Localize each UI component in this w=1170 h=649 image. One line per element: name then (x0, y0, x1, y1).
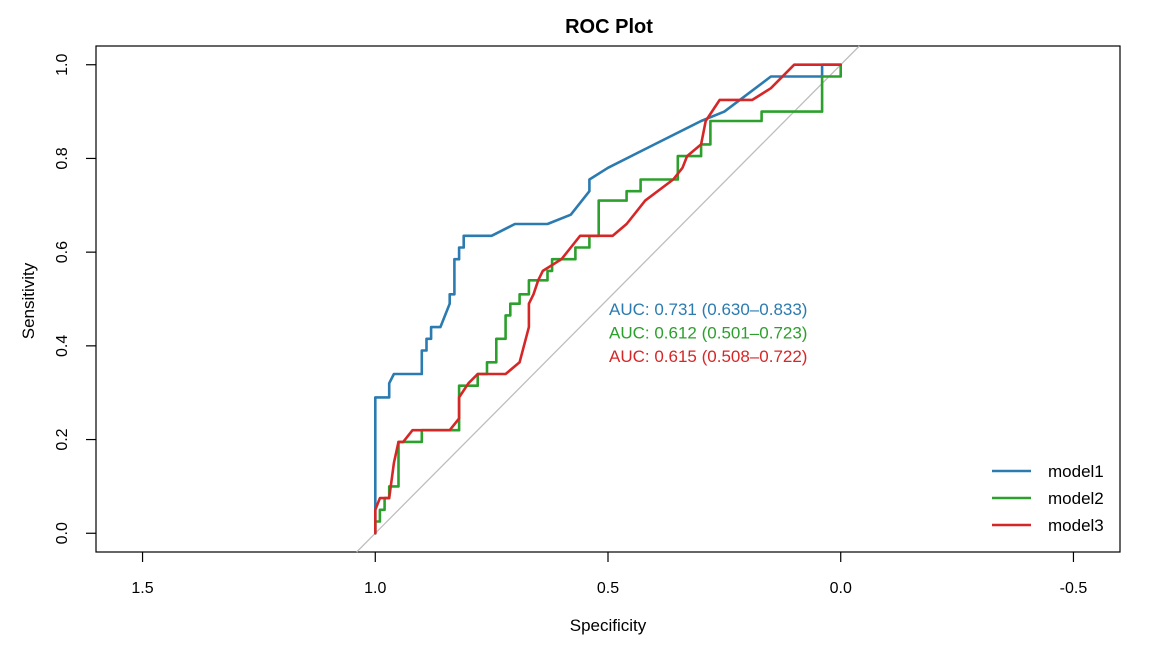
x-tick-label: 1.5 (131, 580, 153, 597)
y-tick-label: 1.0 (54, 54, 71, 76)
y-axis-label: Sensitivity (19, 262, 38, 339)
reference-diagonal-line (356, 45, 860, 553)
auc-label-model3: AUC: 0.615 (0.508–0.722) (609, 347, 807, 366)
x-tick-label: 1.0 (364, 580, 386, 597)
auc-label-model2: AUC: 0.612 (0.501–0.723) (609, 324, 807, 343)
roc-curve-model3 (373, 63, 843, 535)
y-tick-label: 0.0 (54, 522, 71, 544)
legend-label-model2: model2 (1048, 489, 1104, 508)
x-tick-label: 0.0 (830, 580, 852, 597)
auc-annotations: AUC: 0.731 (0.630–0.833) AUC: 0.612 (0.50… (609, 300, 807, 366)
legend: model1 model2 model3 (992, 462, 1104, 535)
x-axis: 1.5 1.0 0.5 0.0 -0.5 (131, 552, 1087, 597)
roc-curves (373, 63, 843, 535)
y-tick-label: 0.8 (54, 147, 71, 169)
auc-label-model1: AUC: 0.731 (0.630–0.833) (609, 300, 807, 319)
y-tick-label: 0.2 (54, 428, 71, 450)
y-tick-label: 0.4 (54, 335, 71, 357)
y-tick-label: 0.6 (54, 241, 71, 263)
y-axis: 0.0 0.2 0.4 0.6 0.8 1.0 (54, 54, 96, 544)
x-axis-label: Specificity (570, 616, 647, 635)
chart-title: ROC Plot (565, 16, 653, 38)
legend-label-model3: model3 (1048, 516, 1104, 535)
x-tick-label: 0.5 (597, 580, 619, 597)
legend-label-model1: model1 (1048, 462, 1104, 481)
roc-curve-model1 (373, 63, 843, 535)
x-tick-label: -0.5 (1060, 580, 1088, 597)
